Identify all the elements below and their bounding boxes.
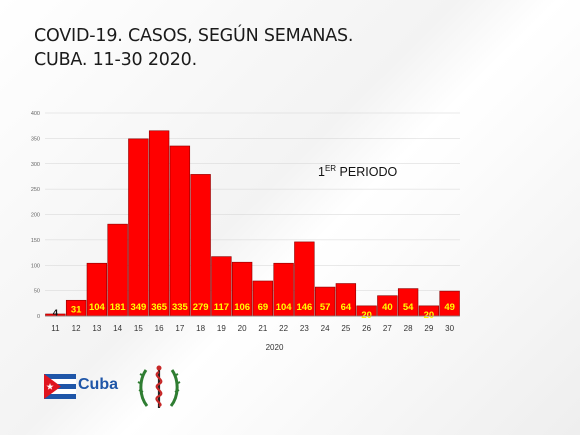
chart-title: COVID-19. CASOS, SEGÚN SEMANAS. CUBA. 11… [34, 24, 554, 72]
title-line-2: CUBA. 11-30 2020. [34, 50, 197, 70]
x-tick-label: 12 [72, 324, 81, 333]
data-label: 40 [382, 302, 393, 313]
data-label: 49 [444, 302, 455, 313]
x-tick-label: 13 [92, 324, 101, 333]
data-label: 335 [172, 302, 189, 313]
x-tick-label: 16 [155, 324, 164, 333]
y-tick-label: 400 [31, 111, 40, 117]
y-tick-label: 0 [37, 314, 40, 320]
data-label: 57 [320, 302, 331, 313]
data-label: 31 [71, 304, 82, 315]
x-tick-label: 27 [383, 324, 392, 333]
x-tick-label: 26 [362, 324, 371, 333]
cuba-logo: Cuba [44, 372, 124, 400]
data-label: 349 [130, 302, 146, 313]
bar [148, 130, 170, 317]
annotation-rest: PERIODO [336, 165, 398, 179]
cuba-brand-text: Cuba [78, 376, 118, 393]
x-tick-label: 25 [341, 324, 350, 333]
annotation-prefix: 1 [318, 165, 325, 179]
x-tick-label: 21 [258, 324, 267, 333]
bar [169, 145, 191, 317]
x-tick-label: 17 [175, 324, 184, 333]
data-label: 20 [424, 310, 435, 321]
x-tick-label: 14 [113, 324, 122, 333]
cuba-flag-icon [44, 374, 76, 399]
data-label: 54 [403, 302, 414, 313]
bars [45, 130, 460, 317]
x-tick-label: 24 [321, 324, 330, 333]
x-axis-title: 2020 [266, 343, 284, 352]
y-tick-label: 200 [31, 213, 40, 219]
bar [128, 138, 149, 317]
medical-emblem-icon [137, 362, 181, 412]
data-label: 117 [214, 302, 229, 313]
x-tick-label: 23 [300, 324, 309, 333]
x-tick-label: 11 [51, 324, 60, 333]
y-tick-label: 50 [34, 289, 40, 295]
data-label: 104 [89, 302, 106, 313]
data-label: 64 [341, 302, 352, 313]
y-tick-label: 250 [31, 187, 40, 193]
data-label: 20 [361, 310, 372, 321]
data-label: 106 [234, 302, 250, 313]
y-tick-label: 100 [31, 263, 40, 269]
x-tick-label: 15 [134, 324, 143, 333]
x-tick-label: 20 [238, 324, 247, 333]
x-tick-label: 18 [196, 324, 205, 333]
y-tick-label: 150 [31, 238, 40, 244]
y-tick-label: 350 [31, 136, 40, 142]
title-line-1: COVID-19. CASOS, SEGÚN SEMANAS. [34, 26, 354, 46]
data-label: 4 [53, 308, 59, 319]
data-label: 181 [110, 302, 127, 313]
annotation-sup: ER [324, 164, 337, 173]
x-tick-label: 30 [445, 324, 454, 333]
data-label: 69 [258, 302, 269, 313]
data-label: 104 [276, 302, 293, 313]
x-tick-label: 22 [279, 324, 288, 333]
x-tick-label: 29 [424, 324, 433, 333]
data-labels: 4 31 104 181 349 365 335 279 117 106 69 104 146 57 642… [53, 302, 455, 321]
data-label: 279 [193, 302, 209, 313]
bar [190, 174, 211, 317]
data-label: 365 [151, 302, 168, 313]
x-tick-label: 28 [404, 324, 413, 333]
grid-lines [45, 112, 460, 317]
data-label: 146 [296, 302, 312, 313]
x-tick-label: 19 [217, 324, 226, 333]
period-annotation: 1ER PERIODO [318, 164, 397, 179]
y-tick-label: 300 [31, 162, 40, 168]
